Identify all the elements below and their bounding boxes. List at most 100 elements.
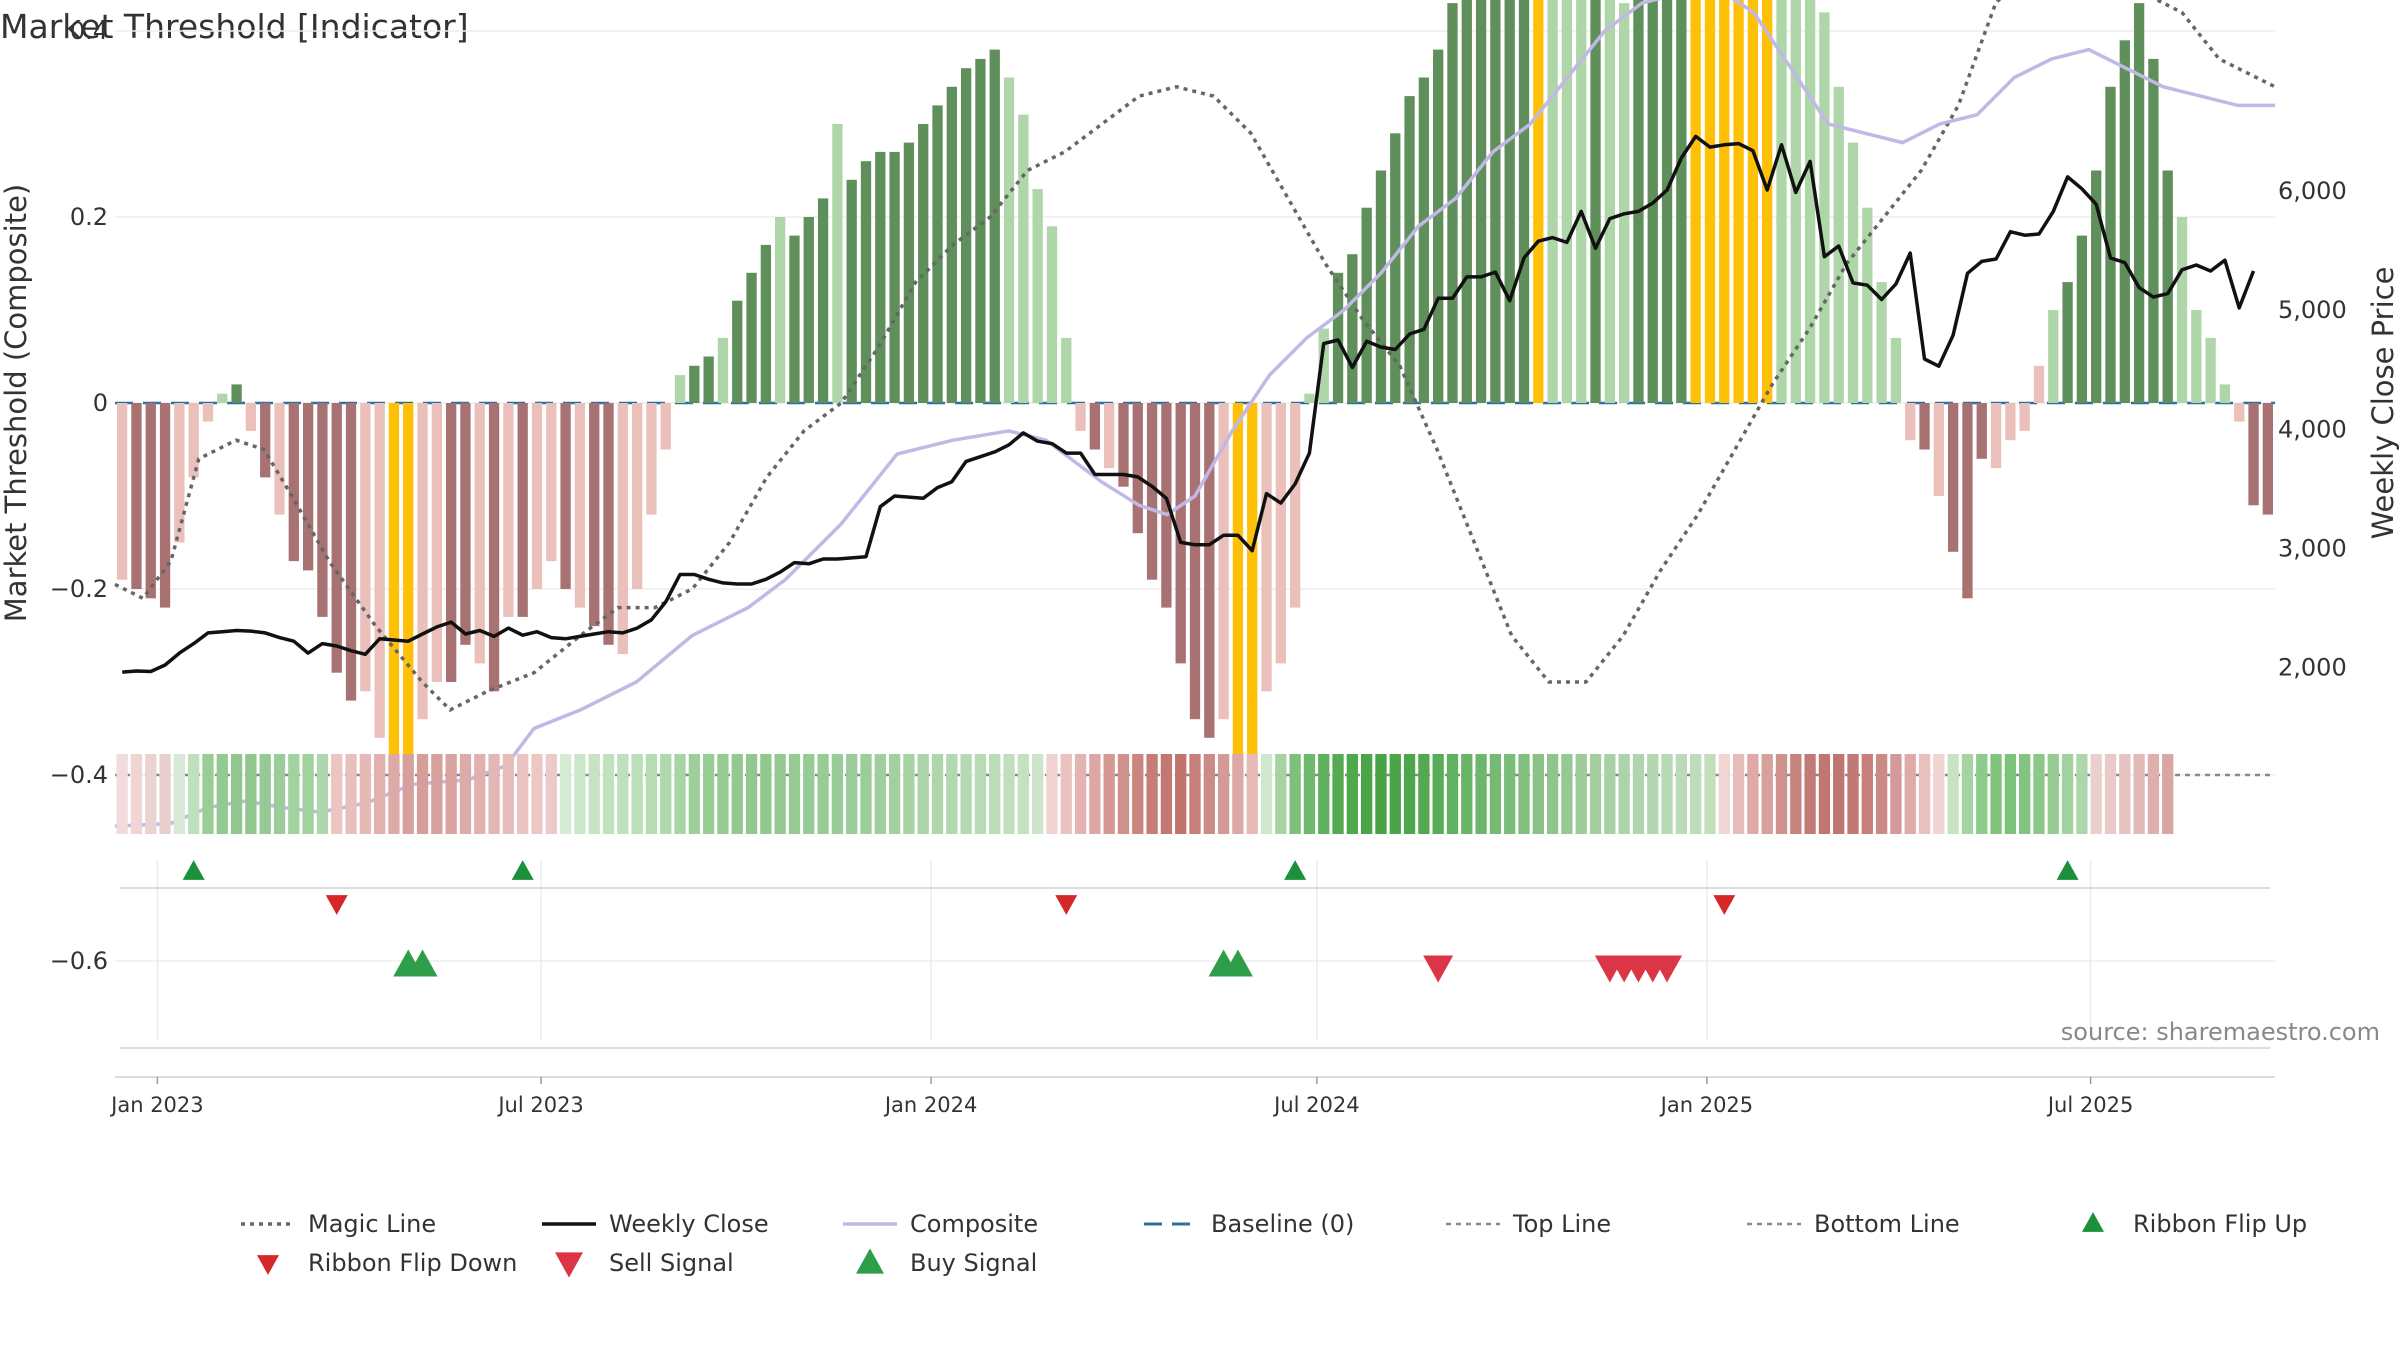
weekly-close-line [122,134,2256,674]
ribbon-cell [116,754,128,834]
ribbon-cell [1217,754,1230,834]
composite-bar [1275,403,1286,664]
ribbon-cell [2104,754,2117,834]
ribbon-cell [1504,754,1516,834]
legend-label: Top Line [1512,1210,1611,1238]
ribbon-cell [846,754,858,834]
ribbon-cell [1632,754,1645,834]
composite-bar [1232,403,1244,785]
ribbon-cell [1847,754,1859,834]
composite-bar [817,198,829,403]
y2-tick-label: 5,000 [2278,296,2347,324]
composite-bar [1518,0,1530,403]
composite-bar [1390,133,1401,404]
regime-ribbon [116,754,2174,834]
y-tick-label: 0.2 [70,203,108,231]
composite-bar [932,105,943,404]
sell-signal-marker [1652,955,1683,983]
legend-label: Ribbon Flip Down [308,1249,517,1277]
y-axis-left: 0.60.40.20−0.2−0.4−0.6 [50,17,108,975]
ribbon-cell [2090,754,2102,834]
ribbon-cell [960,754,972,834]
ribbon-cell [1089,754,1101,834]
composite-bar [1661,0,1673,403]
composite-bar [2105,86,2116,404]
composite-bar [1976,403,1987,459]
ribbon-cell [1775,754,1788,834]
composite-bar [517,403,528,617]
ribbon-cell [1546,754,1559,834]
composite-bar [431,403,443,682]
ribbon-cell [1446,754,1459,834]
ribbon-cell [2019,754,2031,834]
x-tick-label: Jul 2023 [496,1093,583,1117]
ribbon-cell [1232,754,1244,834]
ribbon-cell [1604,754,1616,834]
ribbon-cell [931,754,944,834]
ribbon-cell [459,754,472,834]
composite-bar [2033,365,2045,403]
composite-bar [1847,142,1859,403]
ribbon-cell [1031,754,1044,834]
ribbon-cell [145,754,157,834]
ribbon-cell [2047,754,2059,834]
composite-bar [231,384,242,403]
ribbon-cell [745,754,758,834]
ribbon-cell [273,754,286,834]
composite-bar [1318,328,1329,403]
composite-bar [746,272,757,403]
y2-tick-label: 6,000 [2278,177,2347,205]
x-tick-label: Jul 2024 [1272,1093,1359,1117]
ribbon-cell [173,754,186,834]
ribbon-cell [1103,754,1115,834]
composite-bar [1146,403,1158,580]
ribbon-cell [502,754,515,834]
ribbon-cell [688,754,700,834]
composite-bar [989,49,1000,403]
ribbon-cell [874,754,886,834]
ribbon-cell [416,754,429,834]
ribbon-cell [2147,754,2160,834]
composite-bar [1547,0,1558,404]
ribbon-cell [1675,754,1688,834]
composite-bar [145,403,156,599]
composite-bar [875,151,886,403]
composite-bar [417,403,428,720]
ribbon-cell [1732,754,1745,834]
composite-bar [1032,189,1043,403]
legend: Magic Line Weekly Close Composite Baseline … [241,1210,2307,1278]
ribbon-cell [645,754,658,834]
ribbon-cell [1432,754,1444,834]
x-axis: Jan 2023 Jul 2023 Jan 2024 Jul 2024 Jan 2025… [109,1076,2275,1117]
composite-bar [188,403,199,478]
composite-bar [2091,170,2102,403]
composite-bar [1075,403,1086,431]
composite-bar [1576,0,1587,403]
composite-bar [1733,0,1744,404]
composite-bar [1375,170,1387,403]
ribbon-cell [1575,754,1587,834]
composite-bar [288,403,299,562]
composite-bar [2248,403,2259,506]
composite-bar [1247,403,1258,794]
composite-bar [2062,282,2073,403]
ribbon-cell [2004,754,2017,834]
ribbon-cell [817,754,829,834]
y2-tick-label: 4,000 [2278,415,2347,443]
ribbon-cell [602,754,615,834]
composite-bar [1790,0,1801,403]
ribbon-cell [2133,754,2145,834]
composite-bar [360,403,371,692]
ribbon-flip-down-marker [1055,895,1078,915]
ribbon-cell [1704,754,1716,834]
composite-bar [302,403,314,571]
composite-bar [1776,0,1787,403]
composite-bar [1003,77,1015,403]
composite-line [114,0,2275,828]
chart-title: Market Threshold [Indicator] [0,7,469,46]
composite-bar [2162,170,2173,403]
ribbon-cell [1618,754,1630,834]
ribbon-cell [1904,754,1916,834]
composite-bar [260,403,271,478]
composite-bar [732,300,743,403]
